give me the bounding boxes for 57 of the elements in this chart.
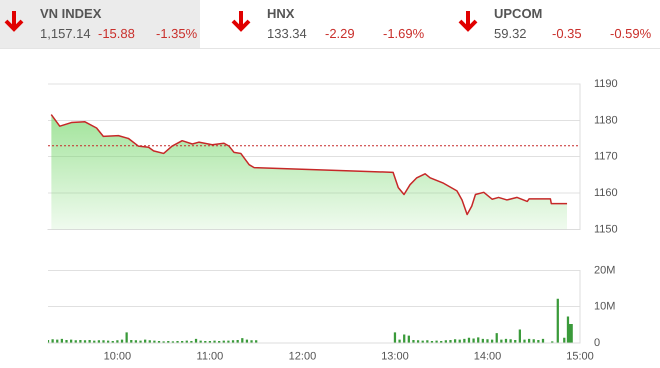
bar <box>556 298 559 343</box>
bar <box>74 340 77 343</box>
bar <box>514 340 516 343</box>
text: 59.32 <box>494 26 527 41</box>
text: -0.59% <box>610 26 652 41</box>
bar <box>463 338 466 343</box>
bar <box>458 340 461 343</box>
x-tick-label: 12:00 <box>288 350 316 362</box>
x-tick-label: 10:00 <box>104 350 132 362</box>
x-tick-label: 13:00 <box>381 350 409 362</box>
bar <box>537 340 540 343</box>
bar <box>148 340 151 343</box>
bar <box>56 340 58 343</box>
bar <box>532 339 535 343</box>
y-tick-label: 20M <box>594 264 616 277</box>
x-tick-label: 15:00 <box>566 350 594 362</box>
y-tick-label: 0 <box>594 336 600 349</box>
y-tick-label: 1160 <box>594 187 618 200</box>
bar <box>70 340 72 343</box>
text: -1.69% <box>383 26 424 41</box>
bar <box>51 339 54 343</box>
bar <box>477 337 480 343</box>
text: -1.35% <box>156 26 198 41</box>
y-tick-label: 1190 <box>594 78 618 90</box>
text: 1,157.14 <box>40 26 91 41</box>
y-tick-label: 10M <box>594 300 616 313</box>
bar <box>518 329 521 343</box>
bar <box>241 338 244 343</box>
bar <box>236 340 239 343</box>
y-tick-label: 1180 <box>594 114 618 126</box>
bar <box>500 340 502 343</box>
text: -15.88 <box>98 26 135 41</box>
y-tick-label: 1150 <box>594 223 618 236</box>
text: 133.34 <box>267 26 307 41</box>
bar <box>496 333 498 343</box>
bar <box>60 338 64 343</box>
bar <box>444 340 447 343</box>
text: -2.29 <box>325 26 355 41</box>
x-tick-label: 11:00 <box>196 350 224 362</box>
bar <box>454 339 456 343</box>
bar <box>509 339 512 343</box>
text: VN INDEX <box>40 6 102 21</box>
bar <box>408 336 410 343</box>
bar <box>255 340 258 343</box>
bar <box>130 340 132 343</box>
bar <box>426 340 428 343</box>
bar <box>126 332 128 343</box>
bar <box>482 338 484 343</box>
bar <box>88 340 91 343</box>
text: HNX <box>267 6 294 21</box>
x-tick-label: 14:00 <box>474 350 502 362</box>
bar <box>403 334 406 343</box>
bar <box>486 339 489 343</box>
bar <box>144 340 146 343</box>
text: UPCOM <box>494 6 542 21</box>
y-tick-label: 1170 <box>594 150 618 163</box>
text: -0.35 <box>552 26 582 41</box>
